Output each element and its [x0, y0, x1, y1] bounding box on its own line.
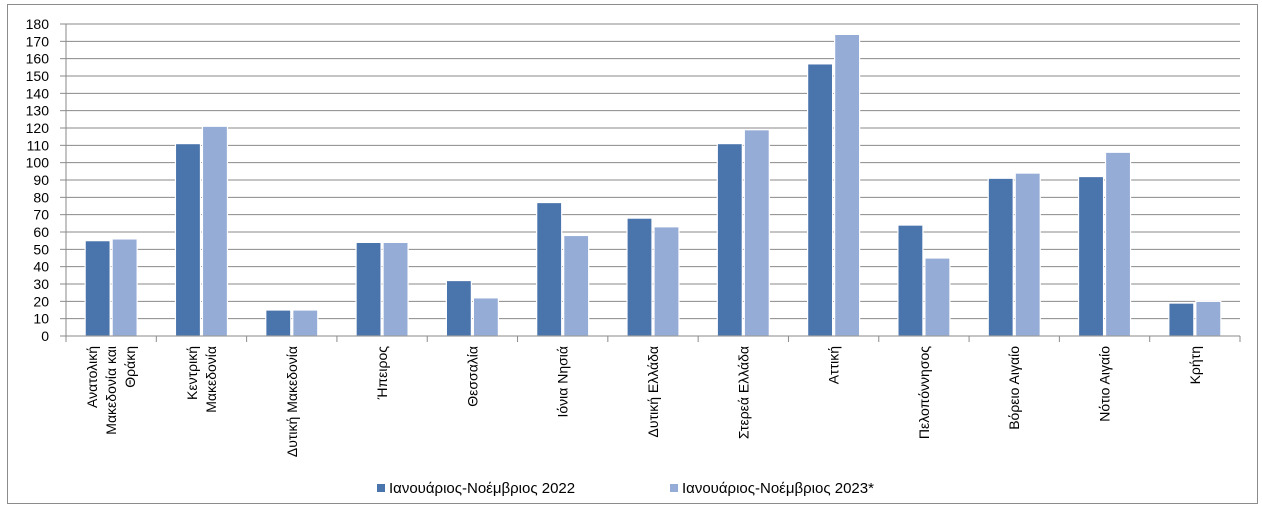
- x-tick-label: Κρήτη: [1187, 346, 1203, 384]
- x-tick-label: Αττική: [826, 346, 842, 384]
- bar-series-1-7: [626, 217, 653, 337]
- bar-series-1-2: [174, 143, 202, 337]
- bar-series-1-13: [1168, 302, 1195, 337]
- bar-series-1-6: [536, 201, 563, 337]
- x-tick-label: Θεσσαλία: [464, 346, 480, 407]
- y-tick-label: 150: [26, 68, 50, 84]
- bar-series-2-9: [834, 33, 861, 337]
- bar-series-1-10: [897, 224, 924, 337]
- y-tick-label: 60: [33, 224, 49, 240]
- bar-series-1-8: [716, 143, 743, 337]
- y-tick-label: 120: [26, 120, 50, 136]
- bar-series-1-9: [807, 63, 834, 337]
- y-tick-label: 0: [41, 328, 49, 344]
- y-tick-label: 160: [26, 51, 50, 67]
- x-tick-label: Κεντρική Μακεδονία: [184, 346, 219, 413]
- y-tick-label: 90: [33, 172, 49, 188]
- legend-swatch: [377, 484, 385, 492]
- bar-series-2-7: [653, 226, 680, 337]
- x-tick-label: Στερεά Ελλάδα: [735, 346, 751, 439]
- bar-series-2-6: [563, 234, 590, 337]
- legend-swatch: [670, 484, 678, 492]
- bar-series-2-11: [1014, 172, 1041, 337]
- x-tick-label: Ιόνια Νησιά: [555, 346, 571, 418]
- y-tick-label: 100: [26, 155, 50, 171]
- y-tick-label: 110: [27, 137, 50, 153]
- bar-series-2-8: [743, 129, 770, 337]
- y-tick-label: 180: [26, 16, 50, 32]
- bar-series-2-5: [472, 297, 499, 337]
- bars: [84, 33, 1222, 337]
- bar-series-2-3: [292, 309, 319, 337]
- bar-series-2-13: [1195, 300, 1222, 337]
- bar-series-1-3: [265, 309, 292, 337]
- bar-series-2-1: [111, 238, 138, 337]
- x-axis: Ανατολική Μακεδονία και Θράκη Κεντρική Μακεδ…: [60, 335, 1241, 457]
- y-tick-label: 10: [33, 311, 49, 327]
- x-tick-label: Δυτική Μακεδονία: [284, 346, 300, 457]
- bar-series-1-12: [1077, 175, 1105, 337]
- bar-series-2-4: [382, 241, 409, 337]
- y-tick-label: 170: [26, 33, 50, 49]
- y-tick-label: 80: [33, 189, 49, 205]
- legend-label: Ιανουάριος-Νοέμβριος 2022: [389, 480, 575, 497]
- bar-series-1-11: [987, 177, 1014, 337]
- x-tick-label: Νότιο Αιγαίο: [1097, 346, 1113, 422]
- x-tick-label: Πελοπόννησος: [916, 346, 932, 439]
- x-tick-label: Ήπειρος: [374, 346, 390, 400]
- y-tick-label: 50: [33, 241, 49, 257]
- legend-label: Ιανουάριος-Νοέμβριος 2023*: [682, 480, 874, 497]
- bar-series-2-12: [1104, 151, 1132, 337]
- y-tick-label: 140: [26, 85, 50, 101]
- bar-series-2-10: [924, 257, 951, 337]
- y-tick-label: 130: [26, 103, 50, 119]
- bar-series-1-5: [445, 279, 472, 337]
- x-tick-label: Ανατολική Μακεδονία και Θράκη: [84, 346, 138, 435]
- x-tick-label: Βόρειο Αιγαίο: [1006, 346, 1022, 430]
- legend: Ιανουάριος-Νοέμβριος 2022 Ιανουάριος-Νοέμ…: [377, 480, 874, 497]
- y-tick-label: 20: [33, 293, 49, 309]
- bar-series-1-4: [355, 241, 382, 337]
- bar-series-1-1: [84, 240, 111, 337]
- y-tick-label: 30: [33, 276, 49, 292]
- y-tick-label: 40: [33, 259, 49, 275]
- gridlines: [66, 23, 1240, 320]
- y-tick-label: 70: [33, 207, 49, 223]
- bar-series-2-2: [201, 125, 229, 337]
- chart-frame: [7, 4, 1258, 504]
- x-tick-label: Δυτική Ελλάδα: [645, 346, 661, 437]
